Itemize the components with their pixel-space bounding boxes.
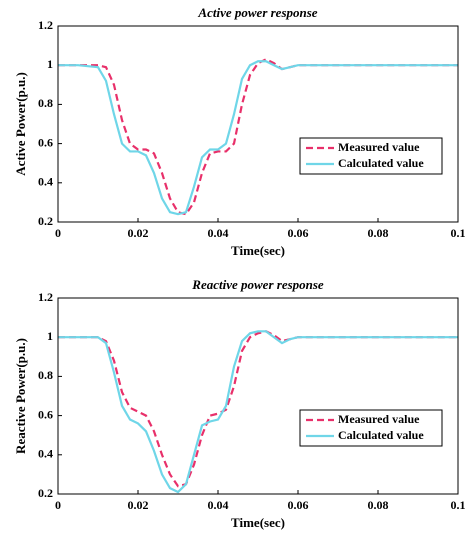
x-tick-label: 0.06 [288, 498, 309, 512]
y-tick-label: 0.2 [38, 486, 53, 500]
x-tick-label: 0.08 [368, 498, 389, 512]
series-line [58, 60, 458, 216]
y-tick-label: 0.6 [38, 407, 53, 421]
y-tick-label: 1 [47, 329, 53, 343]
y-axis-label: Reactive Power(p.u.) [13, 338, 28, 454]
x-tick-label: 0.04 [208, 226, 229, 240]
x-tick-label: 0.06 [288, 226, 309, 240]
y-tick-label: 1 [47, 57, 53, 71]
x-tick-label: 0.08 [368, 226, 389, 240]
x-tick-label: 0 [55, 498, 61, 512]
y-axis-label: Active Power(p.u.) [13, 72, 28, 176]
x-tick-label: 0.1 [451, 498, 466, 512]
plot-frame [57, 25, 459, 223]
chart-title: Active power response [197, 5, 317, 20]
legend-label: Calculated value [338, 156, 424, 170]
x-axis-label: Time(sec) [231, 515, 285, 530]
y-tick-label: 0.4 [38, 175, 53, 189]
y-tick-label: 0.4 [38, 447, 53, 461]
x-tick-label: 0.02 [128, 226, 149, 240]
series-line [58, 58, 458, 216]
legend-label: Measured value [338, 412, 420, 426]
y-tick-label: 0.6 [38, 135, 53, 149]
legend-label: Calculated value [338, 428, 424, 442]
legend-label: Measured value [338, 140, 420, 154]
legend-box [299, 409, 443, 447]
y-tick-label: 1.2 [38, 290, 53, 304]
chart-title: Reactive power response [191, 277, 324, 292]
plot-frame [57, 297, 459, 495]
x-tick-label: 0.04 [208, 498, 229, 512]
y-tick-label: 0.8 [38, 96, 53, 110]
series-line [58, 330, 458, 494]
x-tick-label: 0.02 [128, 498, 149, 512]
x-tick-label: 0.1 [451, 226, 466, 240]
y-tick-label: 1.2 [38, 18, 53, 32]
x-axis-label: Time(sec) [231, 243, 285, 258]
series-line [58, 330, 458, 488]
legend-box [299, 137, 443, 175]
y-tick-label: 0.2 [38, 214, 53, 228]
x-tick-label: 0 [55, 226, 61, 240]
y-tick-label: 0.8 [38, 368, 53, 382]
